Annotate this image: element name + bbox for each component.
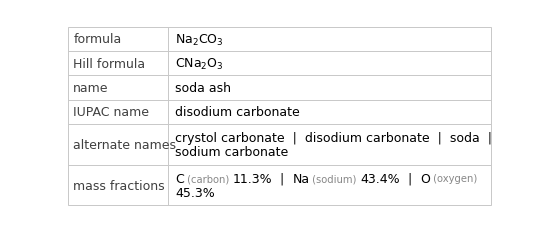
Text: crystol carbonate  |  disodium carbonate  |  soda  |: crystol carbonate | disodium carbonate |…	[175, 131, 492, 144]
Text: formula: formula	[73, 33, 122, 46]
Text: name: name	[73, 82, 109, 95]
Text: alternate names: alternate names	[73, 138, 176, 151]
Text: Na: Na	[292, 172, 310, 185]
Text: 11.3%: 11.3%	[233, 172, 272, 185]
Text: |: |	[272, 172, 292, 185]
Text: $\mathrm{Na_2CO_3}$: $\mathrm{Na_2CO_3}$	[175, 32, 224, 47]
Text: C: C	[175, 172, 184, 185]
Text: 43.4%: 43.4%	[360, 172, 400, 185]
Text: (carbon): (carbon)	[184, 173, 233, 183]
Text: (sodium): (sodium)	[310, 173, 360, 183]
Text: 45.3%: 45.3%	[175, 186, 215, 199]
Text: |: |	[400, 172, 420, 185]
Text: disodium carbonate: disodium carbonate	[175, 106, 300, 119]
Text: sodium carbonate: sodium carbonate	[175, 146, 288, 159]
Text: mass fractions: mass fractions	[73, 179, 165, 192]
Text: O: O	[420, 172, 430, 185]
Text: IUPAC name: IUPAC name	[73, 106, 149, 119]
Text: Hill formula: Hill formula	[73, 58, 145, 70]
Text: $\mathrm{CNa_2O_3}$: $\mathrm{CNa_2O_3}$	[175, 56, 224, 71]
Text: (oxygen): (oxygen)	[430, 173, 477, 183]
Text: soda ash: soda ash	[175, 82, 232, 95]
